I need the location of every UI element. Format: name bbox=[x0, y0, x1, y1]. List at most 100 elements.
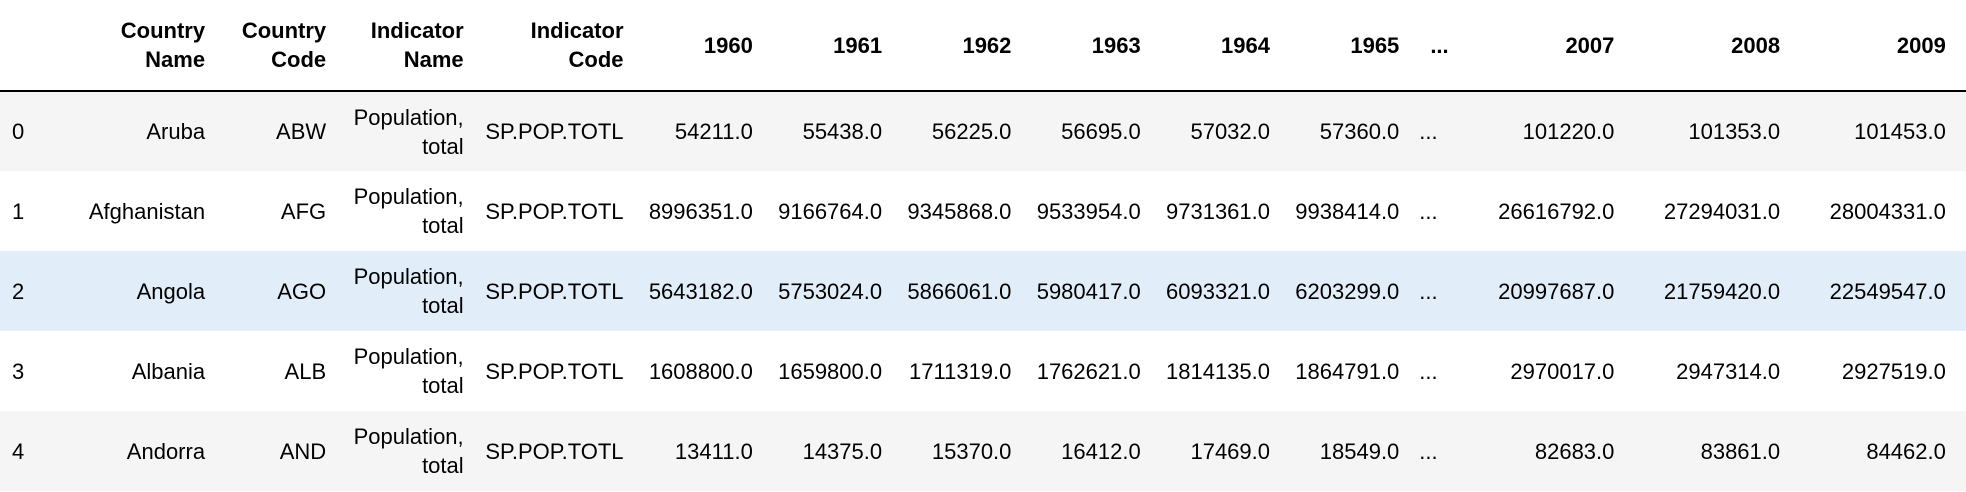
column-header-overflow bbox=[1955, 0, 1966, 92]
cell-1960: 13411.0 bbox=[674, 438, 753, 464]
cell-1961: 9166764.0 bbox=[778, 198, 883, 224]
cell-1963: 9533954.0 bbox=[1036, 198, 1141, 224]
cell-indicator-name: Population, total bbox=[353, 184, 464, 238]
cell-overflow bbox=[1956, 91, 1966, 171]
cell-country-name: Andorra bbox=[126, 438, 206, 464]
cell-2007: 20997687.0 bbox=[1498, 278, 1615, 304]
cell-country-code: AND bbox=[279, 438, 327, 464]
row-index: 3 bbox=[12, 358, 25, 384]
column-header-1965[interactable]: 1965 bbox=[1280, 0, 1410, 92]
cell-country-name: Afghanistan bbox=[88, 198, 206, 224]
cell-indicator-name: Population, total bbox=[353, 264, 464, 318]
cell-1960: 8996351.0 bbox=[648, 198, 753, 224]
row-index: 0 bbox=[12, 119, 25, 144]
cell-1963: 5980417.0 bbox=[1036, 278, 1141, 304]
cell-1965: 1864791.0 bbox=[1295, 358, 1400, 384]
column-header-2009[interactable]: 2009 bbox=[1790, 0, 1956, 92]
cell-2009: 84462.0 bbox=[1866, 438, 1946, 464]
column-header-indicator-name[interactable]: Indicator Name bbox=[336, 0, 474, 92]
cell-1964: 17469.0 bbox=[1190, 438, 1270, 464]
cell-overflow bbox=[1956, 331, 1966, 411]
cell-indicator-name: Population, total bbox=[353, 424, 464, 478]
cell-indicator-code: SP.POP.TOTL bbox=[485, 198, 624, 224]
cell-ellipsis: ... bbox=[1419, 119, 1438, 144]
header-row: Country Name Country Code Indicator Name In… bbox=[0, 0, 1966, 92]
cell-overflow bbox=[1956, 411, 1966, 491]
cell-1965: 18549.0 bbox=[1319, 438, 1400, 464]
column-header-1961[interactable]: 1961 bbox=[762, 0, 893, 92]
cell-2007: 2970017.0 bbox=[1510, 358, 1615, 384]
cell-1965: 57360.0 bbox=[1319, 119, 1400, 144]
column-header-1962[interactable]: 1962 bbox=[892, 0, 1022, 92]
cell-1964: 6093321.0 bbox=[1166, 278, 1270, 304]
column-header-1963[interactable]: 1963 bbox=[1021, 0, 1151, 92]
cell-2008: 21759420.0 bbox=[1663, 278, 1781, 304]
column-header-ellipsis: ... bbox=[1409, 0, 1459, 92]
cell-1961: 5753024.0 bbox=[778, 278, 883, 304]
cell-ellipsis: ... bbox=[1419, 358, 1438, 384]
table-row-hovered[interactable]: 2 Angola AGO Population, total SP.POP.TOT… bbox=[0, 251, 1966, 331]
column-header-indicator-code[interactable]: Indicator Code bbox=[473, 0, 634, 92]
cell-1963: 16412.0 bbox=[1061, 438, 1141, 464]
cell-1962: 9345868.0 bbox=[907, 198, 1012, 224]
cell-1962: 56225.0 bbox=[931, 119, 1012, 144]
cell-2007: 82683.0 bbox=[1534, 438, 1615, 464]
cell-indicator-name: Population, total bbox=[353, 344, 464, 398]
column-header-country-code[interactable]: Country Code bbox=[215, 0, 337, 92]
column-header-1960[interactable]: 1960 bbox=[633, 0, 763, 92]
column-header-2007[interactable]: 2007 bbox=[1458, 0, 1625, 92]
cell-overflow: 2 bbox=[1956, 251, 1966, 331]
cell-country-name: Aruba bbox=[146, 119, 206, 144]
cell-2008: 101353.0 bbox=[1688, 119, 1781, 144]
cell-country-name: Angola bbox=[136, 278, 206, 304]
table-row[interactable]: 3 Albania ALB Population, total SP.POP.TO… bbox=[0, 331, 1966, 411]
cell-country-code: ABW bbox=[276, 119, 327, 144]
cell-2008: 83861.0 bbox=[1700, 438, 1781, 464]
cell-overflow: 2 bbox=[1956, 171, 1966, 251]
table-row[interactable]: 4 Andorra AND Population, total SP.POP.TO… bbox=[0, 411, 1966, 491]
index-header bbox=[0, 0, 46, 92]
cell-2009: 2927519.0 bbox=[1841, 358, 1946, 384]
cell-1963: 56695.0 bbox=[1061, 119, 1141, 144]
cell-1964: 57032.0 bbox=[1190, 119, 1270, 144]
cell-indicator-code: SP.POP.TOTL bbox=[485, 358, 624, 384]
cell-indicator-code: SP.POP.TOTL bbox=[485, 119, 624, 144]
cell-1963: 1762621.0 bbox=[1036, 358, 1141, 384]
cell-2009: 28004331.0 bbox=[1829, 198, 1946, 224]
cell-1962: 1711319.0 bbox=[909, 358, 1012, 384]
cell-2008: 27294031.0 bbox=[1663, 198, 1781, 224]
cell-1960: 5643182.0 bbox=[648, 278, 753, 304]
cell-2009: 22549547.0 bbox=[1829, 278, 1946, 304]
table-row[interactable]: 0 Aruba ABW Population, total SP.POP.TOTL… bbox=[0, 91, 1966, 171]
cell-1965: 6203299.0 bbox=[1295, 278, 1400, 304]
cell-country-name: Albania bbox=[131, 358, 206, 384]
row-index: 4 bbox=[12, 438, 25, 464]
table-row[interactable]: 1 Afghanistan AFG Population, total SP.PO… bbox=[0, 171, 1966, 251]
cell-1960: 1608800.0 bbox=[648, 358, 753, 384]
cell-2007: 26616792.0 bbox=[1498, 198, 1615, 224]
cell-indicator-code: SP.POP.TOTL bbox=[485, 278, 624, 304]
column-header-1964[interactable]: 1964 bbox=[1150, 0, 1280, 92]
cell-indicator-code: SP.POP.TOTL bbox=[485, 438, 624, 464]
cell-1961: 55438.0 bbox=[802, 119, 883, 144]
cell-2007: 101220.0 bbox=[1522, 119, 1615, 144]
cell-country-code: AFG bbox=[280, 198, 327, 224]
cell-1962: 15370.0 bbox=[931, 438, 1012, 464]
row-index: 1 bbox=[12, 198, 25, 224]
cell-2008: 2947314.0 bbox=[1676, 358, 1781, 384]
cell-1964: 9731361.0 bbox=[1166, 198, 1270, 224]
column-header-2008[interactable]: 2008 bbox=[1624, 0, 1791, 92]
cell-1960: 54211.0 bbox=[674, 119, 753, 144]
cell-ellipsis: ... bbox=[1419, 198, 1438, 224]
cell-1965: 9938414.0 bbox=[1295, 198, 1400, 224]
cell-country-code: AGO bbox=[277, 278, 327, 304]
cell-1962: 5866061.0 bbox=[907, 278, 1012, 304]
cell-country-code: ALB bbox=[284, 358, 327, 384]
row-index: 2 bbox=[12, 278, 25, 304]
cell-2009: 101453.0 bbox=[1854, 119, 1946, 144]
cell-1961: 1659800.0 bbox=[778, 358, 883, 384]
cell-ellipsis: ... bbox=[1419, 278, 1438, 304]
column-header-country-name[interactable]: Country Name bbox=[45, 0, 216, 92]
